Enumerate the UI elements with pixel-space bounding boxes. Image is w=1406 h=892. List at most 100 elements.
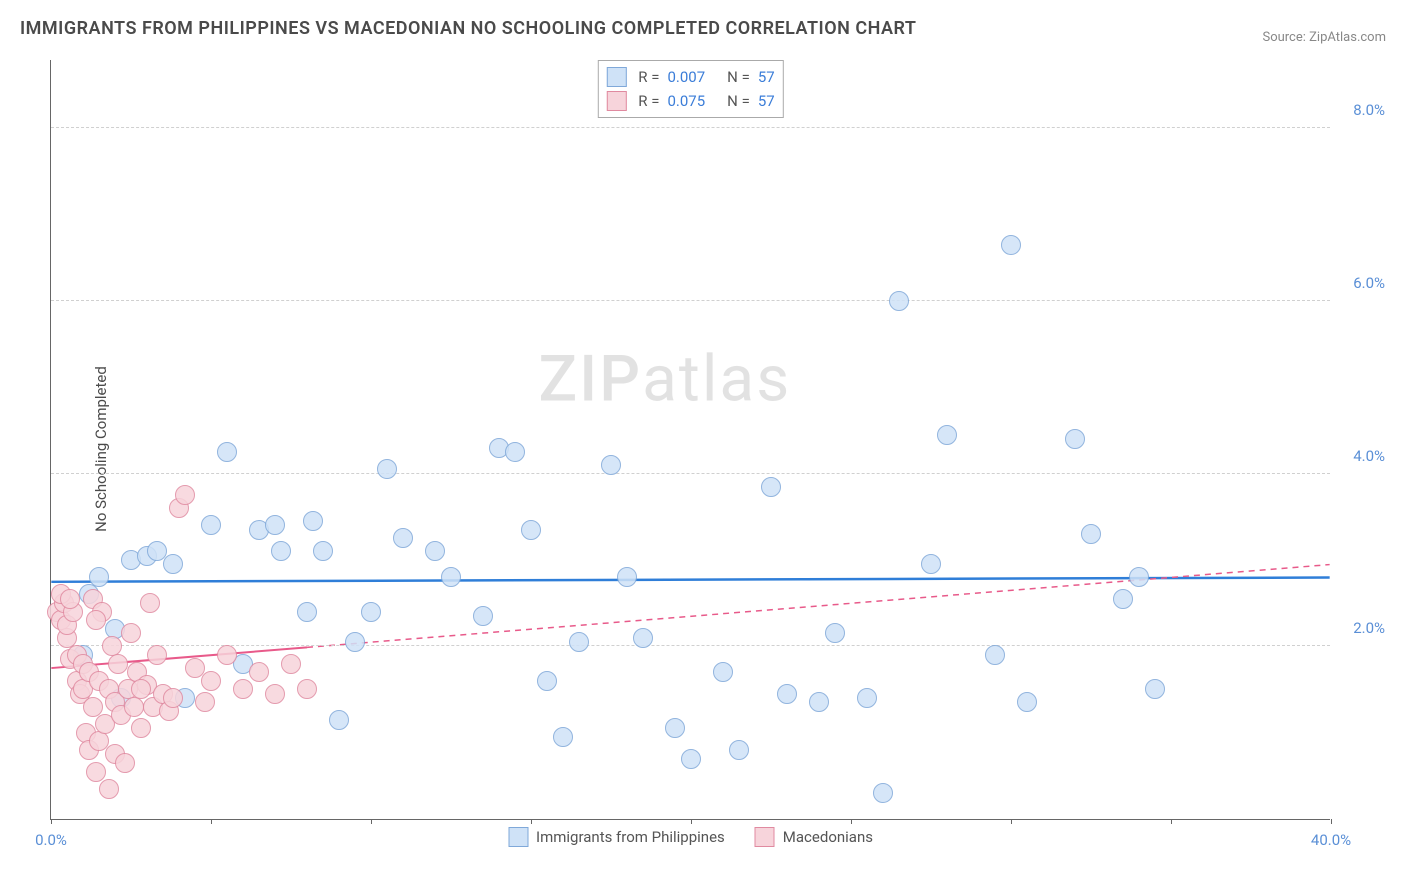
data-point [393,528,413,548]
data-point [1017,692,1037,712]
source-attribution: Source: ZipAtlas.com [1262,30,1386,45]
data-point [99,779,119,799]
data-point [281,654,301,674]
chart-title: IMMIGRANTS FROM PHILIPPINES VS MACEDONIA… [20,18,916,39]
x-tick [51,819,52,824]
data-point [86,610,106,630]
data-point [124,697,144,717]
n-label: N = [727,92,750,110]
x-tick-label: 0.0% [35,831,67,849]
data-point [761,477,781,497]
stats-row: R = 0.007 N = 57 [606,65,774,89]
grid-line [51,645,1330,646]
data-point [265,684,285,704]
data-point [569,632,589,652]
legend-swatch [606,91,626,111]
data-point [889,291,909,311]
grid-line [51,473,1330,474]
data-point [345,632,365,652]
data-point [329,710,349,730]
x-tick [1331,819,1332,824]
data-point [249,662,269,682]
grid-line [51,300,1330,301]
data-point [303,511,323,531]
data-point [825,623,845,643]
correlation-chart: IMMIGRANTS FROM PHILIPPINES VS MACEDONIA… [0,0,1406,892]
data-point [537,671,557,691]
data-point [873,783,893,803]
n-value: 57 [758,92,775,110]
y-tick-label: 2.0% [1353,619,1385,637]
data-point [473,606,493,626]
data-point [1145,679,1165,699]
data-point [985,645,1005,665]
data-point [361,602,381,622]
data-point [777,684,797,704]
data-point [89,567,109,587]
data-point [505,442,525,462]
x-tick [1171,819,1172,824]
data-point [313,541,333,561]
series-legend: Immigrants from Philippines Macedonians [508,827,873,847]
correlation-stats-box: R = 0.007 N = 57R = 0.075 N = 57 [597,60,783,118]
watermark: ZIPatlas [539,341,792,416]
data-point [937,425,957,445]
data-point [297,602,317,622]
data-point [115,753,135,773]
data-point [86,762,106,782]
r-value: 0.007 [667,68,705,86]
legend-item: Macedonians [755,827,873,847]
legend-swatch [755,827,775,847]
trendlines [51,60,1330,819]
n-value: 57 [758,68,775,86]
data-point [857,688,877,708]
x-tick [371,819,372,824]
data-point [297,679,317,699]
data-point [175,485,195,505]
legend-label: Immigrants from Philippines [536,828,725,846]
data-point [377,459,397,479]
data-point [809,692,829,712]
stats-row: R =0.075N =57 [606,89,774,113]
x-tick-label: 40.0% [1311,831,1351,849]
y-tick-label: 6.0% [1353,274,1385,292]
y-tick-label: 4.0% [1353,447,1385,465]
data-point [1081,524,1101,544]
data-point [233,679,253,699]
n-label: N = [727,68,750,86]
data-point [553,727,573,747]
data-point [217,442,237,462]
data-point [83,697,103,717]
legend-swatch [606,67,626,87]
x-tick [1011,819,1012,824]
x-tick [211,819,212,824]
data-point [1113,589,1133,609]
data-point [1129,567,1149,587]
x-tick [691,819,692,824]
grid-line [51,127,1330,128]
data-point [633,628,653,648]
data-point [201,671,221,691]
data-point [140,593,160,613]
data-point [60,589,80,609]
data-point [163,554,183,574]
data-point [131,718,151,738]
plot-area: ZIPatlas R =0.007N =57R =0.075N =57 Immi… [50,60,1330,820]
data-point [265,515,285,535]
data-point [665,718,685,738]
data-point [217,645,237,665]
data-point [729,740,749,760]
data-point [147,645,167,665]
data-point [441,567,461,587]
data-point [195,692,215,712]
data-point [601,455,621,475]
r-value: 0.075 [667,92,705,110]
data-point [681,749,701,769]
x-tick [531,819,532,824]
y-tick-label: 8.0% [1353,101,1385,119]
data-point [108,654,128,674]
data-point [521,520,541,540]
watermark-zip: ZIP [539,341,643,416]
x-tick [851,819,852,824]
r-label: R = [638,68,659,86]
